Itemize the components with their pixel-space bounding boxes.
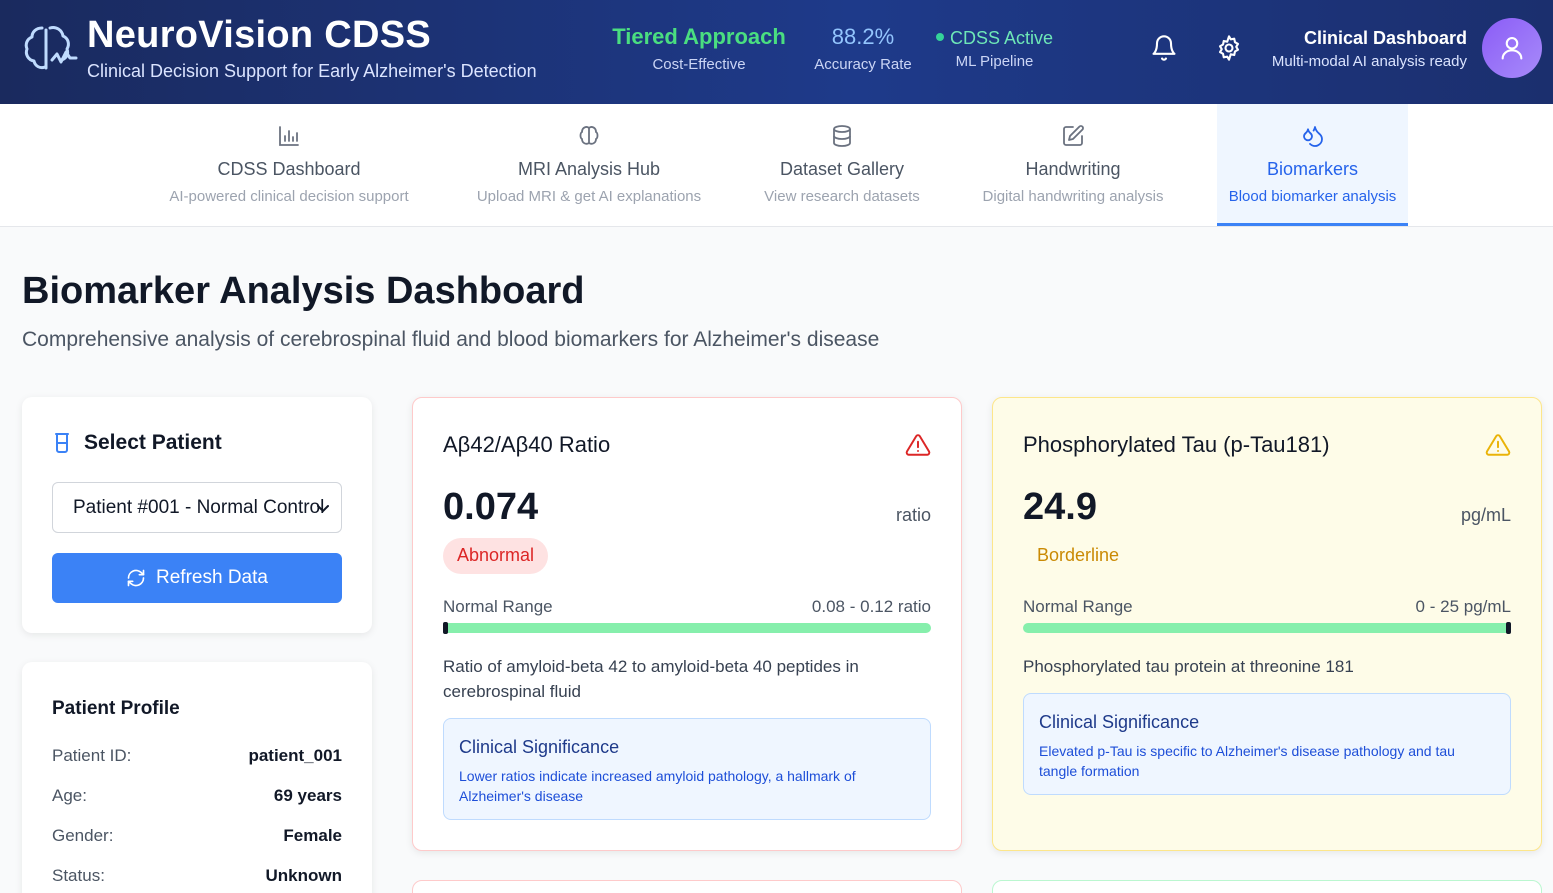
tab-sublabel: Upload MRI & get AI explanations <box>476 188 702 205</box>
app-title: NeuroVision CDSS <box>87 14 432 56</box>
status-dot <box>935 33 944 42</box>
tab-label: MRI Analysis Hub <box>517 159 661 179</box>
biomarker-value: 24.9 <box>1023 486 1097 528</box>
test-tube-icon <box>55 433 69 453</box>
profile-key: Gender: <box>52 826 114 845</box>
tab-mri-analysis-hub[interactable]: MRI Analysis Hub Upload MRI & get AI exp… <box>460 104 718 226</box>
significance-text: Lower ratios indicate increased amyloid … <box>459 768 856 804</box>
select-patient-title: Select Patient <box>84 431 222 454</box>
biomarker-card-peek <box>412 880 962 893</box>
profile-value: Female <box>283 826 342 845</box>
clinical-significance-box: Clinical Significance Lower ratios indic… <box>443 718 931 820</box>
stat-value: Tiered Approach <box>612 24 786 49</box>
profile-value: Unknown <box>265 866 343 885</box>
tab-sublabel: Digital handwriting analysis <box>982 188 1164 205</box>
app-header: NeuroVision CDSS Clinical Decision Suppo… <box>0 0 1553 104</box>
tab-label: Dataset Gallery <box>779 159 905 179</box>
stat-value: CDSS Active <box>949 28 1054 48</box>
droplets-icon <box>1302 126 1323 147</box>
stat-tiered-approach: Tiered Approach Cost-Effective <box>600 24 798 73</box>
tab-label: CDSS Dashboard <box>217 159 361 179</box>
range-marker <box>443 622 448 634</box>
tab-sublabel: View research datasets <box>764 188 920 205</box>
normal-range-value: 0.08 - 0.12 ratio <box>811 597 931 616</box>
range-bar <box>1023 622 1511 634</box>
significance-title: Clinical Significance <box>1039 712 1200 732</box>
profile-value: patient_001 <box>248 746 342 765</box>
bar-chart-icon <box>279 126 299 146</box>
stat-cdss-status: CDSS Active ML Pipeline <box>932 28 1057 70</box>
significance-text: Elevated p-Tau is specific to Alzheimer'… <box>1039 743 1455 779</box>
normal-range-label: Normal Range <box>443 597 553 616</box>
edit-icon <box>1063 125 1084 146</box>
tab-dataset-gallery[interactable]: Dataset Gallery View research datasets <box>752 104 932 226</box>
profile-row: Patient ID: patient_001 <box>52 746 342 766</box>
tab-label: Handwriting <box>1025 159 1121 179</box>
profile-key: Status: <box>52 866 105 885</box>
stat-value: 88.2% <box>831 24 895 49</box>
stat-label: ML Pipeline <box>955 53 1034 70</box>
refresh-icon <box>127 569 145 587</box>
stat-accuracy: 88.2% Accuracy Rate <box>808 24 918 73</box>
app-subtitle: Clinical Decision Support for Early Alzh… <box>87 61 537 81</box>
tab-cdss-dashboard[interactable]: CDSS Dashboard AI-powered clinical decis… <box>150 104 428 226</box>
avatar[interactable] <box>1482 18 1542 78</box>
refresh-label: Refresh Data <box>156 567 268 588</box>
brain-logo-icon <box>24 26 78 70</box>
normal-range-value: 0 - 25 pg/mL <box>1415 597 1511 616</box>
stat-label: Cost-Effective <box>652 56 746 73</box>
page-subtitle: Comprehensive analysis of cerebrospinal … <box>22 328 880 351</box>
profile-row: Age: 69 years <box>52 786 342 806</box>
status-badge: Borderline <box>1037 545 1120 565</box>
gear-icon[interactable] <box>1215 34 1243 62</box>
patient-select-card: Select Patient Patient #001 - Normal Con… <box>22 397 372 633</box>
biomarker-unit: pg/mL <box>1460 505 1511 525</box>
biomarker-card-abeta-ratio: Aβ42/Aβ40 Ratio 0.074 ratio Abnormal Nor… <box>412 397 962 851</box>
profile-row: Gender: Female <box>52 826 342 846</box>
dashboard-subtitle: Multi-modal AI analysis ready <box>1271 53 1467 70</box>
bell-icon[interactable] <box>1150 34 1178 62</box>
dashboard-title: Clinical Dashboard <box>1303 28 1467 48</box>
biomarker-card-peek <box>992 880 1542 893</box>
main-nav: CDSS Dashboard AI-powered clinical decis… <box>0 104 1553 227</box>
chevron-down-icon <box>317 505 329 513</box>
page-title: Biomarker Analysis Dashboard <box>22 270 585 312</box>
profile-key: Age: <box>52 786 87 805</box>
alert-triangle-icon <box>905 434 931 456</box>
patient-select-value: Patient #001 - Normal Control <box>73 497 325 518</box>
profile-row: Status: Unknown <box>52 866 342 886</box>
biomarker-unit: ratio <box>895 505 931 525</box>
normal-range-label: Normal Range <box>1023 597 1133 616</box>
range-marker <box>1506 622 1511 634</box>
clinical-significance-box: Clinical Significance Elevated p-Tau is … <box>1023 693 1511 795</box>
patient-select[interactable]: Patient #001 - Normal Control <box>52 482 342 533</box>
stat-label: Accuracy Rate <box>814 56 912 73</box>
tab-biomarkers[interactable]: Biomarkers Blood biomarker analysis <box>1217 104 1408 226</box>
biomarker-description: Ratio of amyloid-beta 42 to amyloid-beta… <box>443 657 859 701</box>
profile-value: 69 years <box>273 786 342 805</box>
tab-sublabel: AI-powered clinical decision support <box>169 188 409 205</box>
tab-label: Biomarkers <box>1266 159 1359 179</box>
significance-title: Clinical Significance <box>459 737 620 757</box>
alert-triangle-icon <box>1485 434 1511 456</box>
brain-icon <box>579 126 599 145</box>
tab-handwriting[interactable]: Handwriting Digital handwriting analysis <box>966 104 1180 226</box>
user-icon <box>1501 37 1523 60</box>
status-badge: Abnormal <box>443 538 549 574</box>
range-bar <box>443 622 931 634</box>
patient-profile-title: Patient Profile <box>52 698 180 719</box>
profile-key: Patient ID: <box>52 746 132 765</box>
biomarker-name: Aβ42/Aβ40 Ratio <box>443 432 611 457</box>
biomarker-value: 0.074 <box>443 486 539 528</box>
biomarker-description: Phosphorylated tau protein at threonine … <box>1023 657 1354 676</box>
database-icon <box>833 125 851 147</box>
biomarker-name: Phosphorylated Tau (p-Tau181) <box>1023 432 1330 457</box>
patient-profile-card: Patient Profile Patient ID: patient_001 … <box>22 662 372 893</box>
tab-sublabel: Blood biomarker analysis <box>1228 188 1397 205</box>
biomarker-card-ptau181: Phosphorylated Tau (p-Tau181) 24.9 pg/mL… <box>992 397 1542 851</box>
refresh-data-button[interactable]: Refresh Data <box>52 553 342 603</box>
